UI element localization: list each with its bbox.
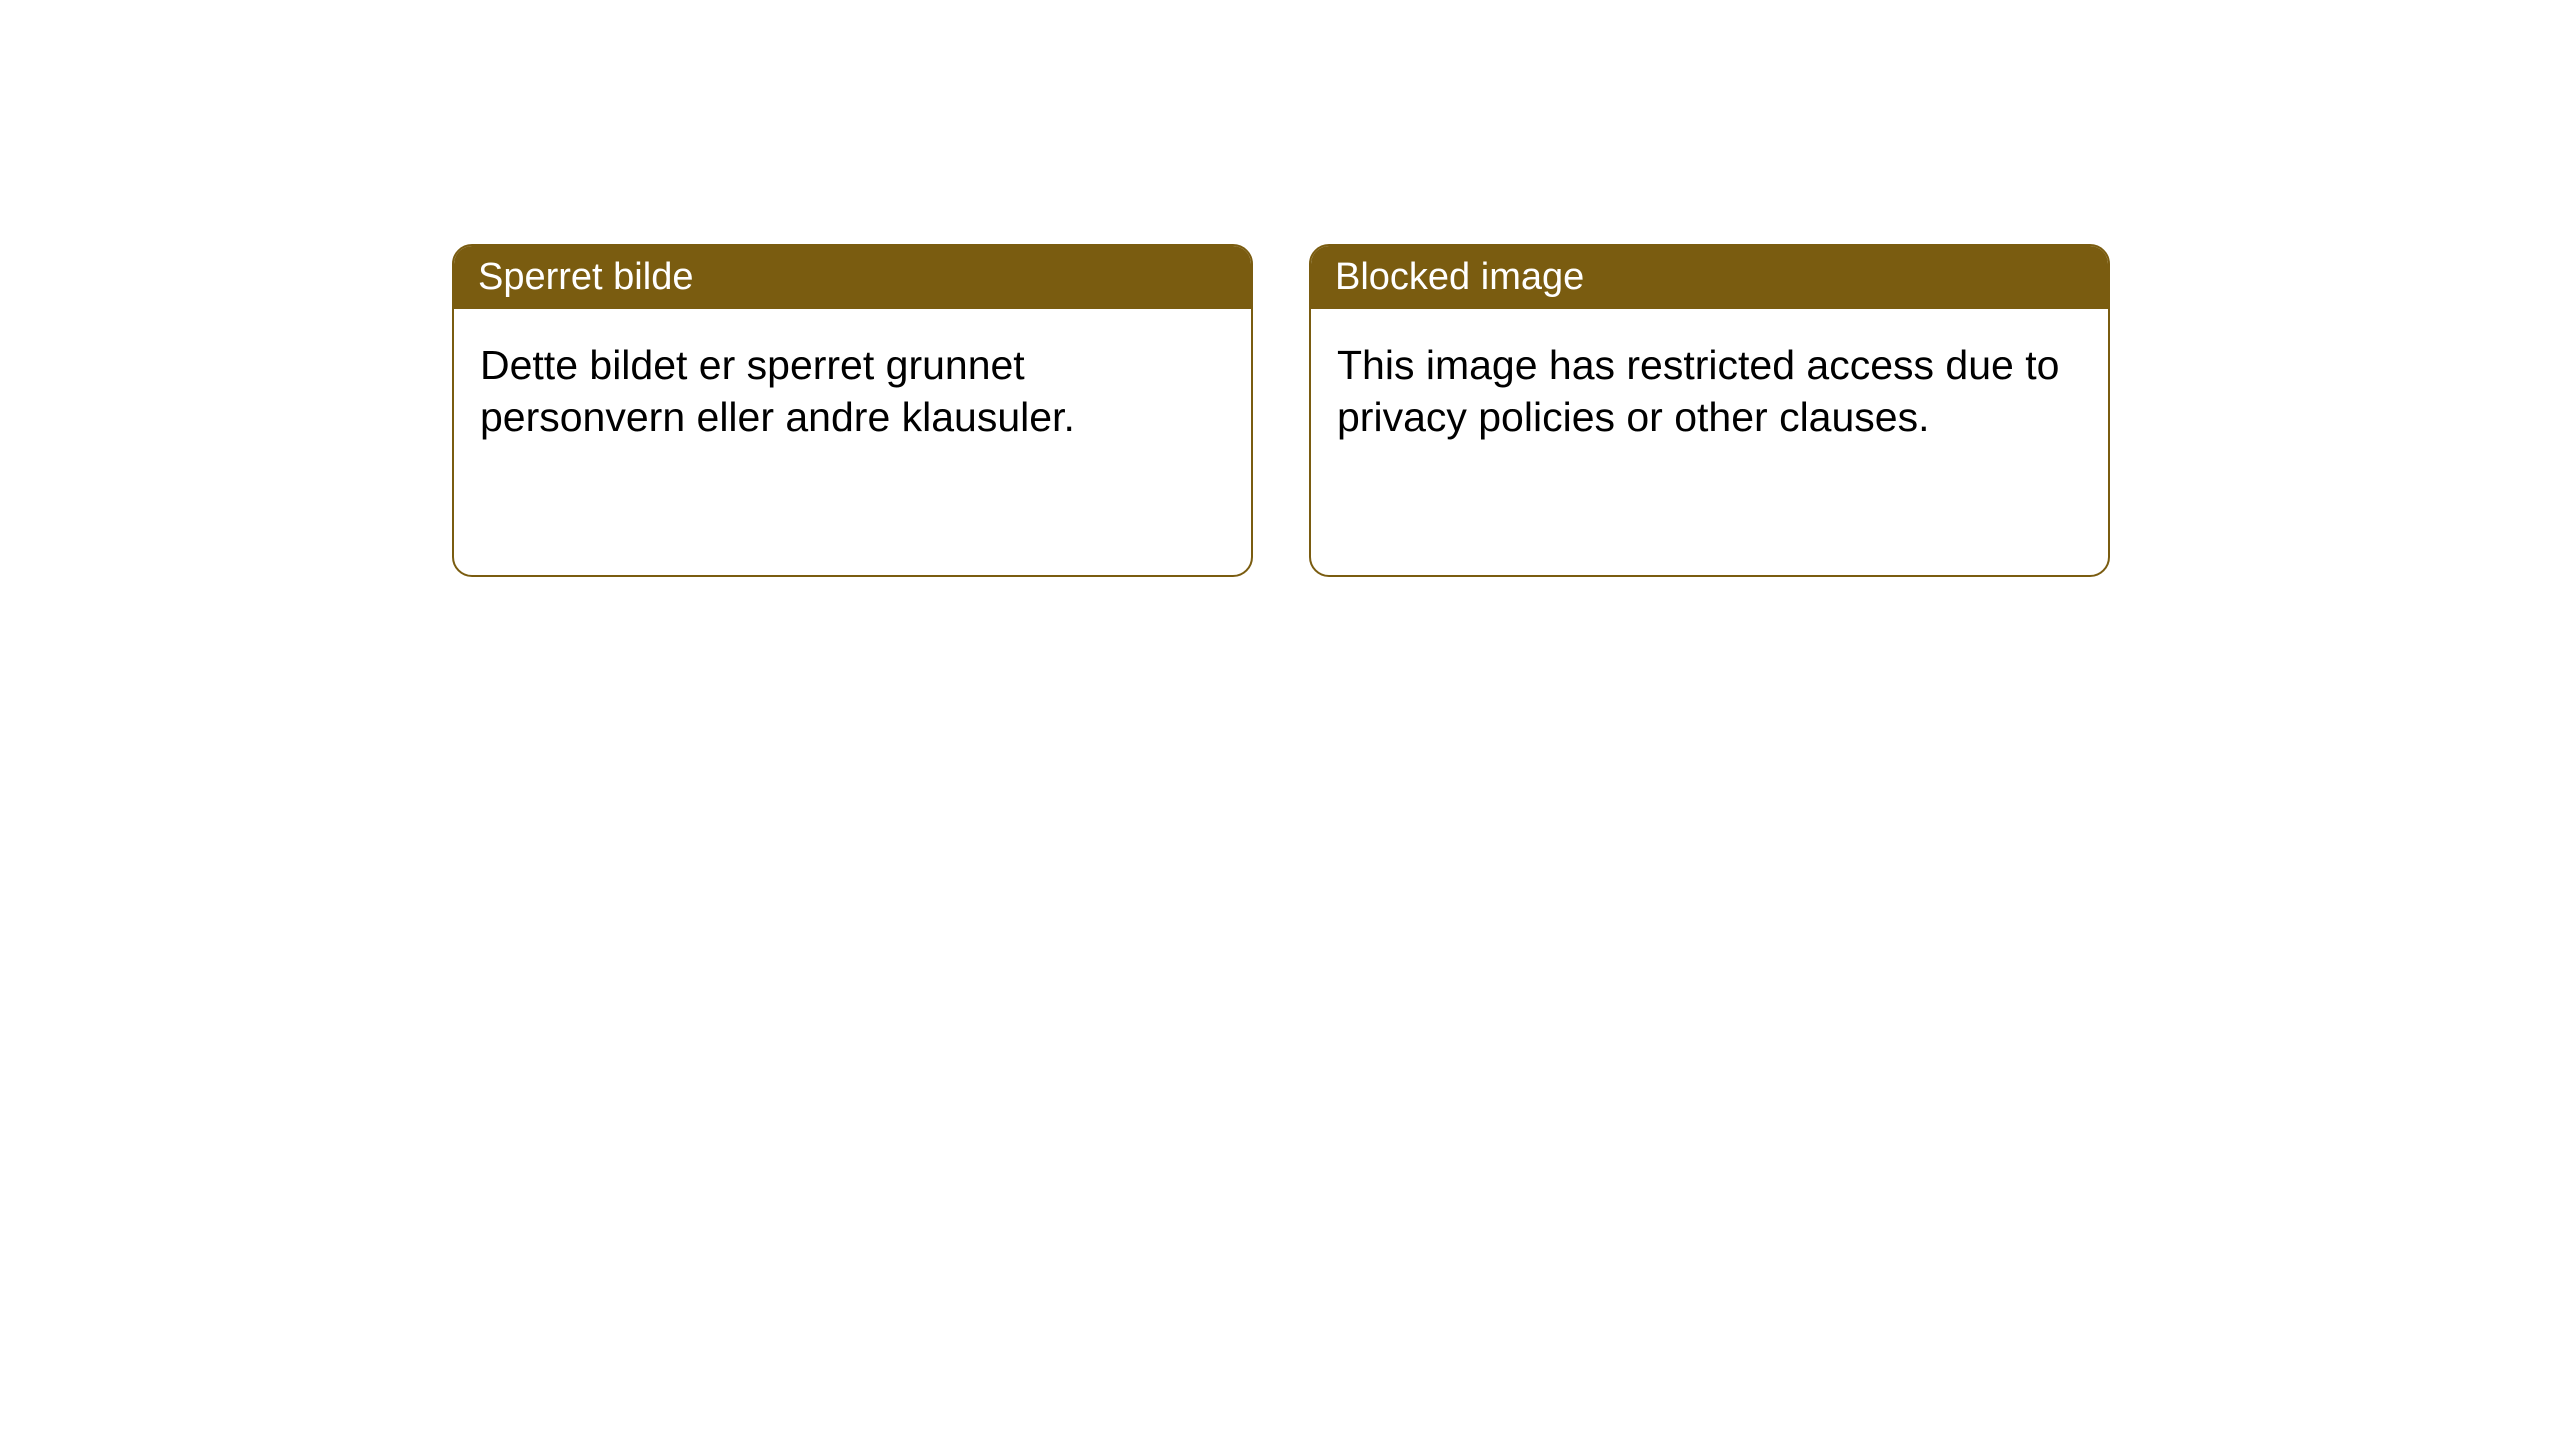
card-header-norwegian: Sperret bilde (454, 246, 1251, 309)
notice-cards-container: Sperret bilde Dette bildet er sperret gr… (452, 244, 2110, 577)
blocked-image-card-english: Blocked image This image has restricted … (1309, 244, 2110, 577)
blocked-image-card-norwegian: Sperret bilde Dette bildet er sperret gr… (452, 244, 1253, 577)
card-text: Dette bildet er sperret grunnet personve… (480, 339, 1225, 444)
card-body-english: This image has restricted access due to … (1311, 309, 2108, 474)
card-body-norwegian: Dette bildet er sperret grunnet personve… (454, 309, 1251, 474)
card-text: This image has restricted access due to … (1337, 339, 2082, 444)
card-title: Blocked image (1335, 256, 1584, 298)
card-header-english: Blocked image (1311, 246, 2108, 309)
card-title: Sperret bilde (478, 256, 693, 298)
